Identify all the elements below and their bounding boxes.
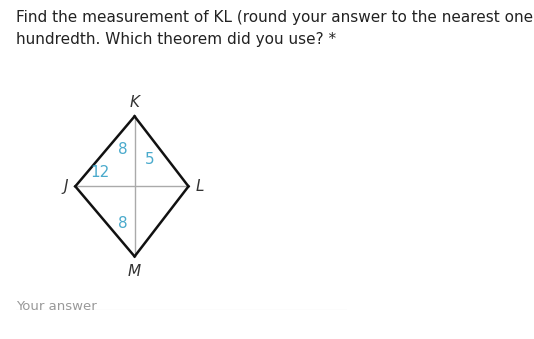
Text: 12: 12 [90,165,109,180]
Text: 8: 8 [119,216,128,231]
Text: L: L [196,179,205,194]
Text: K: K [130,95,139,110]
Text: Your answer: Your answer [16,300,97,313]
Text: Find the measurement of KL (round your answer to the nearest one
hundredth. Whic: Find the measurement of KL (round your a… [16,10,533,47]
Text: M: M [128,264,141,279]
Text: J: J [63,179,68,194]
Text: 8: 8 [119,142,128,157]
Text: 5: 5 [145,152,155,167]
